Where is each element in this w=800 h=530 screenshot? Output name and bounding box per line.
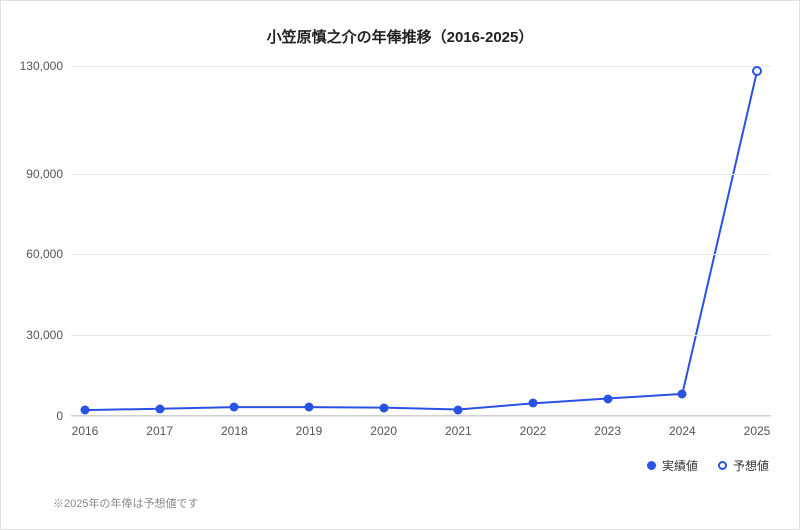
data-point-actual [155, 404, 164, 413]
x-tick-label: 2017 [146, 424, 173, 438]
legend-item: 実績値 [647, 457, 698, 474]
x-tick-label: 2025 [744, 424, 771, 438]
footnote: ※2025年の年俸は予想値です [53, 495, 198, 511]
data-point-actual [379, 403, 388, 412]
data-point-actual [529, 399, 538, 408]
legend-marker-filled-icon [647, 461, 656, 470]
x-axis-line [71, 415, 771, 416]
legend-item: 予想値 [718, 457, 769, 474]
legend-marker-hollow-icon [718, 461, 727, 470]
y-tick-label: 30,000 [26, 328, 63, 342]
data-point-actual [678, 389, 687, 398]
x-tick-label: 2021 [445, 424, 472, 438]
data-point-actual [603, 394, 612, 403]
y-tick-label: 130,000 [20, 59, 63, 73]
legend-label: 実績値 [662, 457, 698, 474]
x-tick-label: 2023 [594, 424, 621, 438]
gridline [71, 174, 771, 175]
y-tick-label: 0 [56, 409, 63, 423]
gridline [71, 66, 771, 67]
x-tick-label: 2016 [72, 424, 99, 438]
line-series-svg [71, 66, 771, 416]
x-tick-label: 2018 [221, 424, 248, 438]
chart-title: 小笠原慎之介の年俸推移（2016-2025） [1, 26, 799, 47]
data-point-actual [81, 406, 90, 415]
x-tick-label: 2022 [520, 424, 547, 438]
data-point-forecast [752, 66, 762, 76]
data-point-actual [454, 405, 463, 414]
gridline [71, 335, 771, 336]
legend-label: 予想値 [733, 457, 769, 474]
legend: 実績値 予想値 [647, 457, 769, 474]
chart-container: 小笠原慎之介の年俸推移（2016-2025） 030,00060,00090,0… [0, 0, 800, 530]
x-tick-label: 2019 [296, 424, 323, 438]
data-point-actual [305, 403, 314, 412]
gridline [71, 416, 771, 417]
x-tick-label: 2020 [370, 424, 397, 438]
x-tick-label: 2024 [669, 424, 696, 438]
y-tick-label: 90,000 [26, 167, 63, 181]
series-line [85, 71, 757, 410]
plot-area: 030,00060,00090,000130,00020162017201820… [71, 66, 771, 416]
gridline [71, 254, 771, 255]
y-tick-label: 60,000 [26, 247, 63, 261]
data-point-actual [230, 403, 239, 412]
